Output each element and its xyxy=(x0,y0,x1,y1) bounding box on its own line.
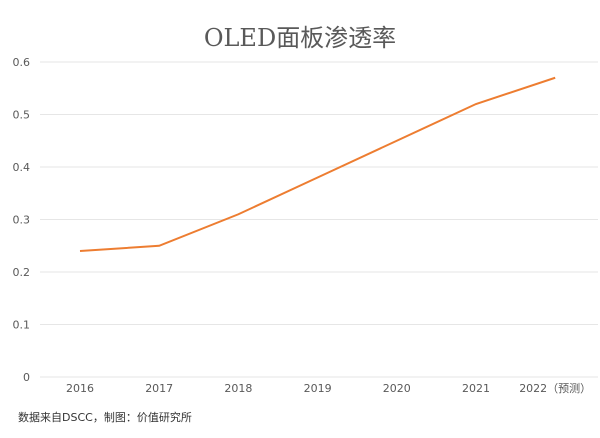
y-tick-label: 0.4 xyxy=(13,161,31,174)
x-tick-label: 2018 xyxy=(224,382,252,395)
x-tick-label: 2017 xyxy=(145,382,173,395)
x-tick-label: 2022（预测） xyxy=(519,382,591,395)
x-tick-label: 2016 xyxy=(66,382,94,395)
x-tick-label: 2019 xyxy=(304,382,332,395)
y-tick-label: 0 xyxy=(23,371,30,384)
y-tick-label: 0.6 xyxy=(13,56,31,69)
series-line xyxy=(79,76,556,252)
y-tick-label: 0.2 xyxy=(13,266,31,279)
y-tick-label: 0.3 xyxy=(13,214,31,227)
y-tick-label: 0.1 xyxy=(13,319,31,332)
x-tick-label: 2021 xyxy=(462,382,490,395)
y-tick-label: 0.5 xyxy=(13,109,31,122)
source-note: 数据来自DSCC，制图：价值研究所 xyxy=(18,411,192,424)
chart-title: OLED面板渗透率 xyxy=(203,24,397,52)
x-tick-label: 2020 xyxy=(383,382,411,395)
